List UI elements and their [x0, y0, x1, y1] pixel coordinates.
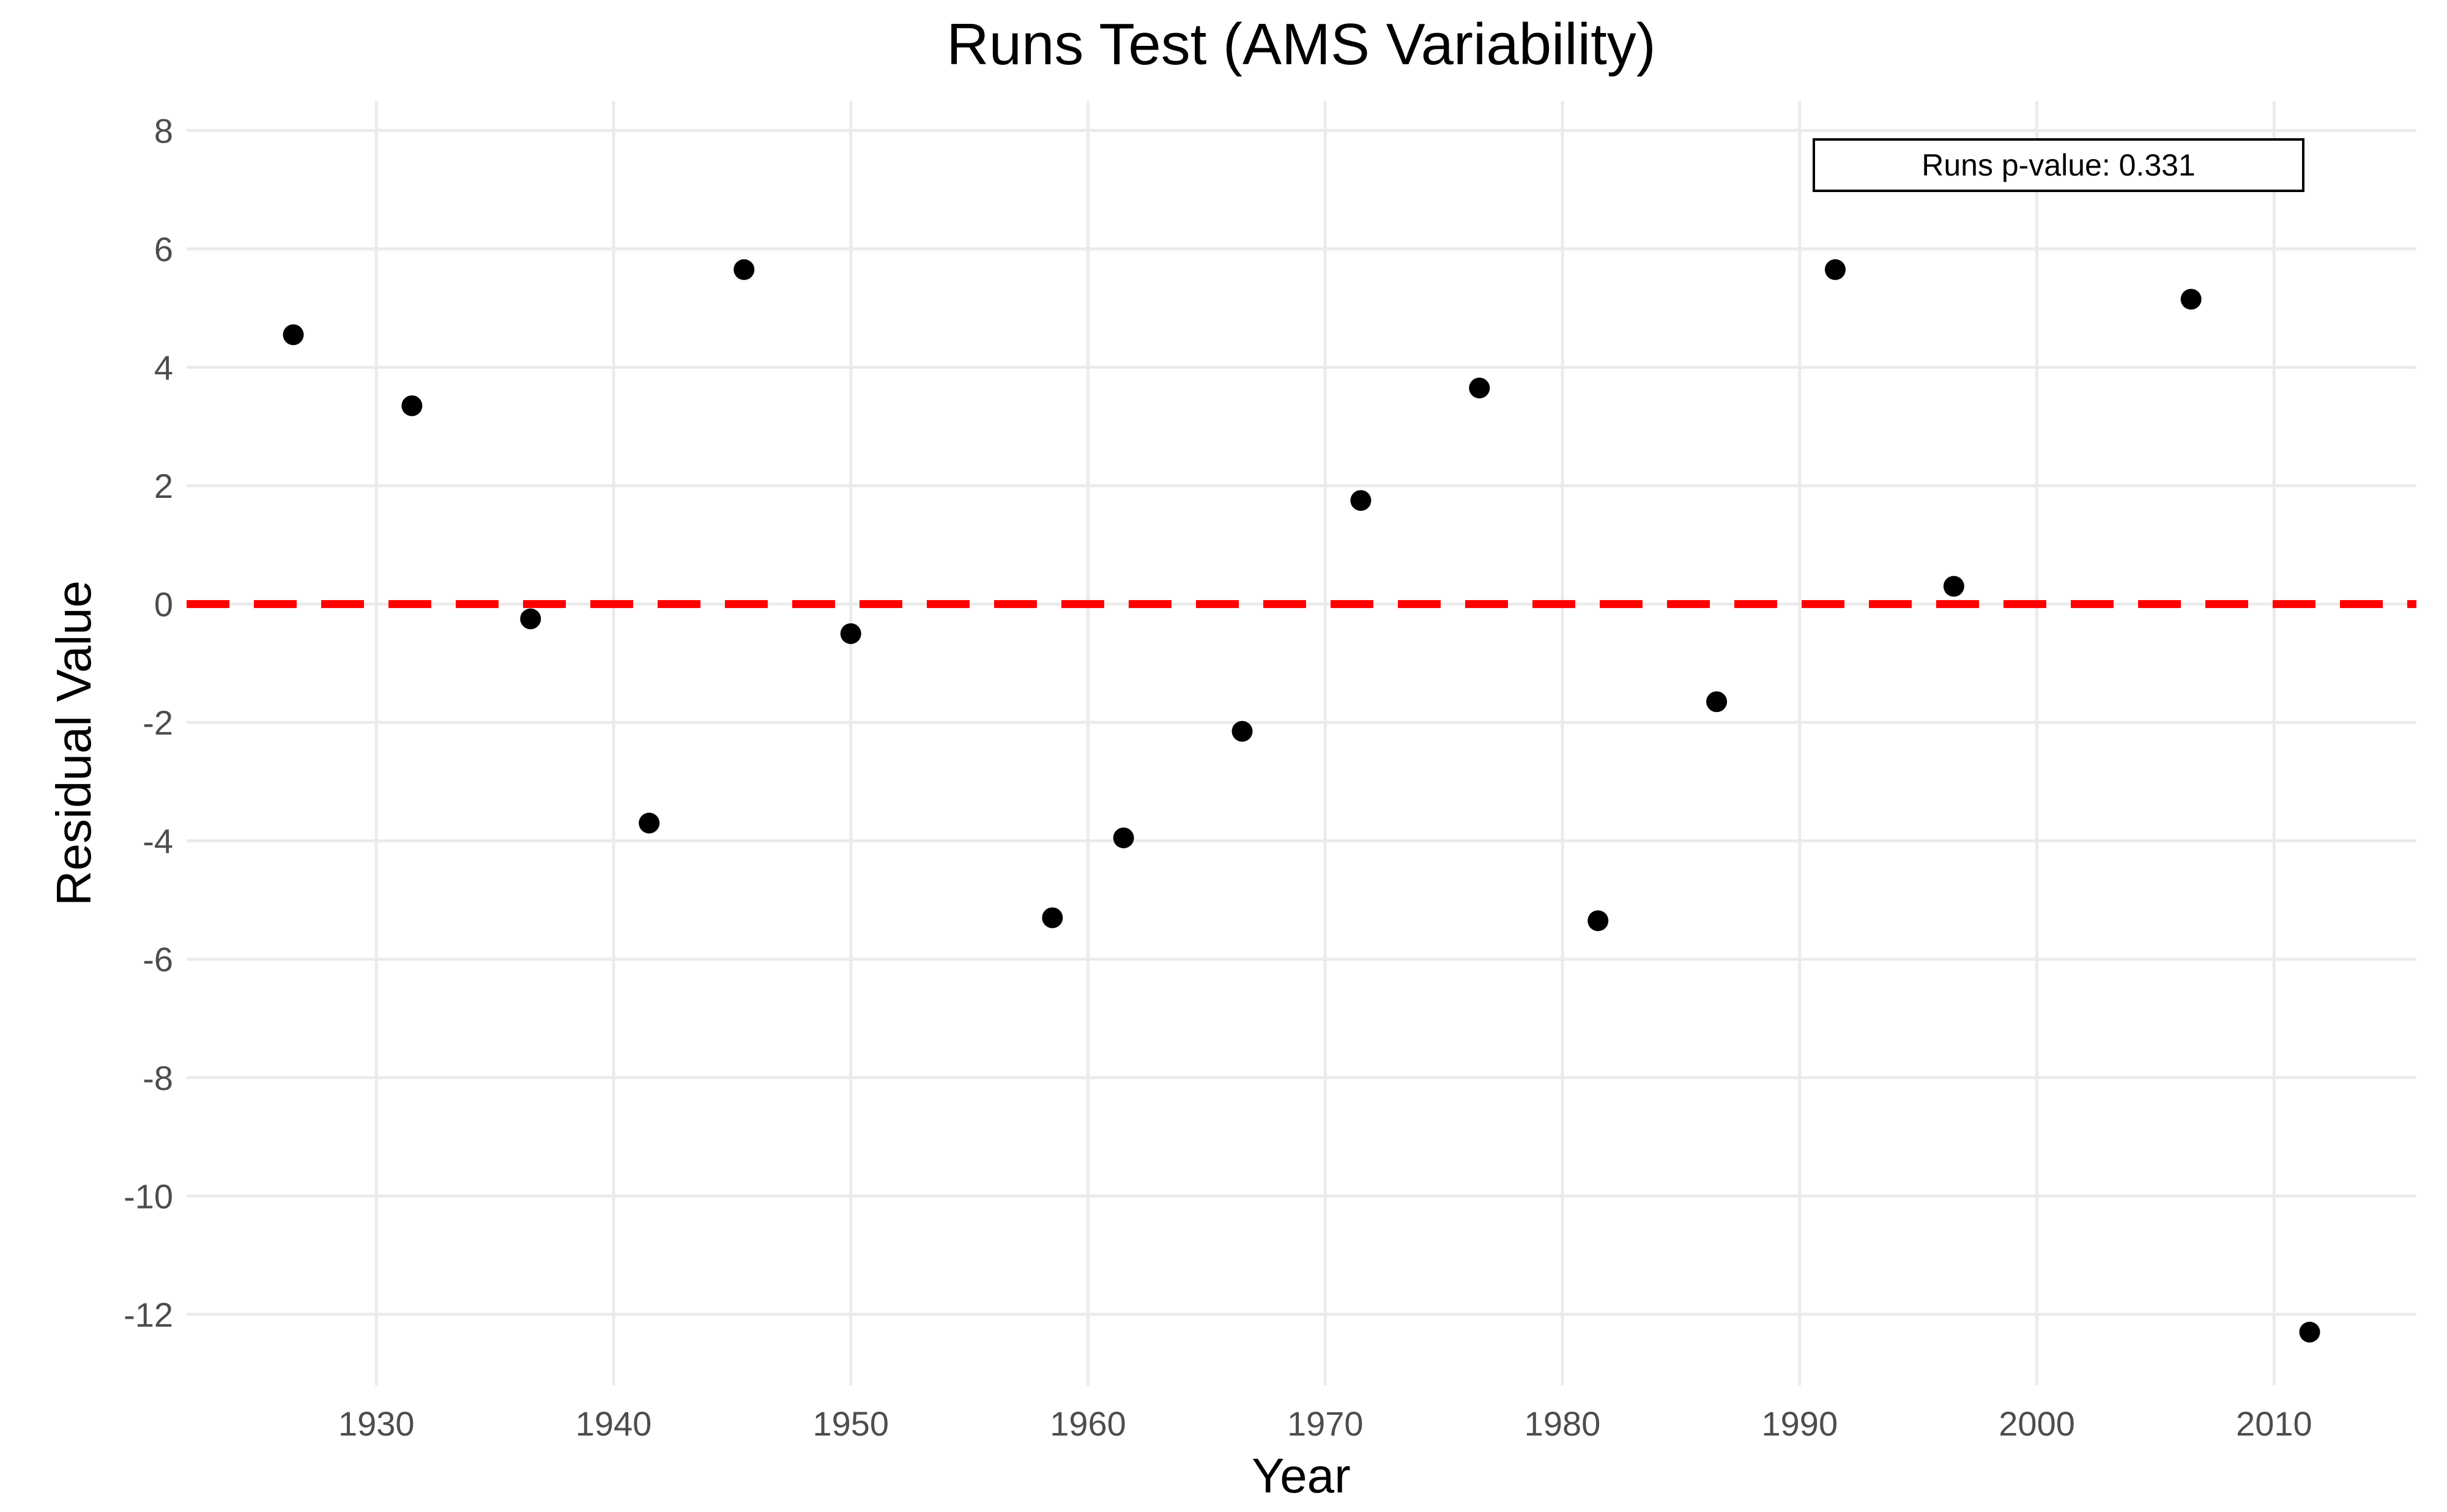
y-tick-label: -4 [143, 822, 173, 861]
annotation-box [1813, 138, 2304, 192]
x-axis-title: Year [1252, 1448, 1351, 1503]
data-point [1943, 576, 1964, 597]
y-tick-label: 4 [154, 348, 173, 387]
data-point [1042, 907, 1063, 928]
y-tick-label: -2 [143, 703, 173, 742]
y-tick-label: -6 [143, 940, 173, 979]
data-point [1469, 377, 1490, 399]
data-point [840, 623, 861, 644]
y-tick-label: 6 [154, 230, 173, 269]
chart-title: Runs Test (AMS Variability) [946, 12, 1655, 77]
data-point [2180, 289, 2202, 310]
y-tick-label: 0 [154, 585, 173, 624]
points-layer [283, 259, 2320, 1343]
data-point [1231, 721, 1253, 742]
x-tick-label: 1960 [1050, 1404, 1126, 1443]
x-tick-label: 2000 [1999, 1404, 2075, 1443]
data-point [2299, 1321, 2320, 1343]
y-tick-label: -12 [124, 1295, 173, 1334]
annotation-text: Runs p-value: 0.331 [1922, 148, 2196, 182]
x-tick-label: 1930 [338, 1404, 415, 1443]
grid-layer [187, 101, 2416, 1385]
data-point [1113, 827, 1134, 848]
data-point [401, 395, 423, 417]
y-tick-label: -10 [124, 1177, 173, 1215]
x-tick-label: 1950 [812, 1404, 889, 1443]
y-tick-label: 8 [154, 111, 173, 150]
data-point [1587, 910, 1609, 932]
y-axis-title: Residual Value [46, 580, 101, 906]
x-tick-label: 1990 [1762, 1404, 1838, 1443]
x-tick-label: 2010 [2236, 1404, 2312, 1443]
x-tick-label: 1970 [1287, 1404, 1364, 1443]
p-value-annotation: Runs p-value: 0.331 [1813, 138, 2304, 192]
tick-label-layer: 1930 1940 1950 1960 1970 1980 1990 2000 2010 8 6 4 2… [124, 111, 2312, 1443]
data-point [1824, 259, 1846, 280]
x-tick-label: 1940 [576, 1404, 652, 1443]
data-point [1350, 490, 1372, 511]
x-tick-label: 1980 [1524, 1404, 1601, 1443]
data-point [283, 324, 304, 346]
data-point [639, 812, 660, 834]
data-point [733, 259, 755, 280]
data-point [1706, 691, 1728, 713]
y-tick-label: -8 [143, 1059, 173, 1097]
y-tick-label: 2 [154, 467, 173, 505]
data-point [520, 608, 541, 629]
